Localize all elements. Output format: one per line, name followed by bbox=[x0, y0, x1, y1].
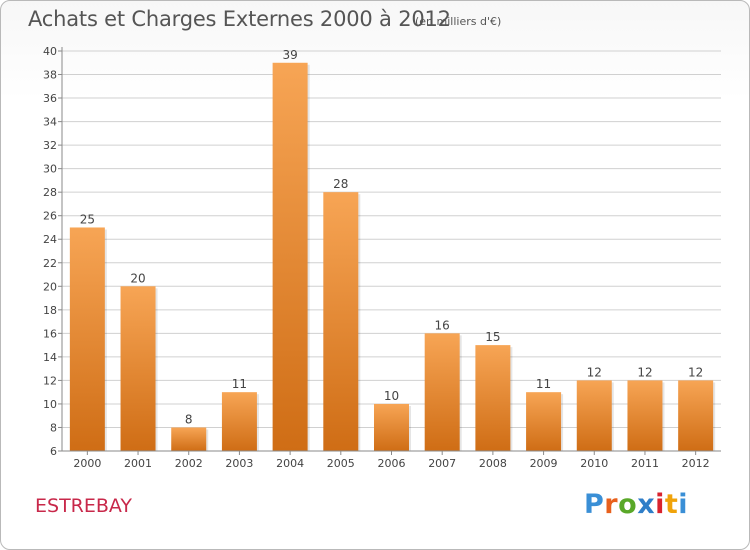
x-tick-label: 2004 bbox=[276, 457, 304, 470]
bar-value-label: 12 bbox=[688, 365, 703, 379]
y-tick-label: 30 bbox=[43, 163, 57, 176]
y-tick-label: 26 bbox=[43, 210, 57, 223]
y-tick-label: 16 bbox=[43, 327, 57, 340]
bar bbox=[526, 392, 562, 451]
y-tick-label: 8 bbox=[50, 421, 57, 434]
bar-value-label: 12 bbox=[587, 365, 602, 379]
y-tick-label: 12 bbox=[43, 374, 57, 387]
bar bbox=[627, 380, 663, 451]
bar bbox=[475, 345, 511, 451]
bar-value-label: 11 bbox=[536, 377, 551, 391]
logo-letter: x bbox=[637, 489, 656, 520]
x-tick-label: 2003 bbox=[225, 457, 253, 470]
x-tick-label: 2002 bbox=[175, 457, 203, 470]
bar bbox=[120, 286, 156, 451]
labels: 6 8 10 12 14 16 18 20 22 24 26 28 30 32 34 36 38 40 25 2000… bbox=[43, 45, 710, 470]
bar bbox=[678, 380, 714, 451]
y-tick-label: 10 bbox=[43, 398, 57, 411]
bar bbox=[323, 192, 359, 452]
place-name: ESTREBAY bbox=[35, 495, 133, 517]
chart-unit-note: (en milliers d'€) bbox=[415, 15, 502, 28]
x-tick-label: 2008 bbox=[479, 457, 507, 470]
bar bbox=[69, 227, 105, 451]
bar-value-label: 39 bbox=[282, 48, 297, 62]
y-tick-label: 32 bbox=[43, 139, 57, 152]
y-tick-label: 24 bbox=[43, 233, 57, 246]
x-tick-label: 2000 bbox=[73, 457, 101, 470]
x-tick-label: 2001 bbox=[124, 457, 152, 470]
y-tick-label: 18 bbox=[43, 304, 57, 317]
x-tick-label: 2007 bbox=[428, 457, 456, 470]
proxiti-logo[interactable]: Proxiti bbox=[584, 489, 688, 520]
bar bbox=[374, 403, 409, 451]
logo-letter: i bbox=[678, 489, 689, 520]
x-tick-label: 2012 bbox=[682, 457, 710, 470]
bars bbox=[69, 62, 716, 452]
bar-value-label: 12 bbox=[637, 365, 652, 379]
x-tick-label: 2010 bbox=[580, 457, 608, 470]
y-tick-label: 6 bbox=[50, 445, 57, 458]
logo-letter: o bbox=[618, 489, 638, 520]
bar bbox=[221, 392, 257, 451]
y-tick-label: 40 bbox=[43, 45, 57, 58]
x-tick-label: 2006 bbox=[378, 457, 406, 470]
logo-letter: i bbox=[655, 489, 665, 520]
x-tick-label: 2011 bbox=[631, 457, 659, 470]
bar bbox=[171, 427, 207, 451]
y-tick-label: 34 bbox=[43, 116, 57, 129]
y-tick-label: 28 bbox=[43, 186, 57, 199]
y-tick-label: 22 bbox=[43, 257, 57, 270]
bar-value-label: 15 bbox=[485, 330, 500, 344]
logo-letter: t bbox=[664, 489, 679, 520]
chart-title: Achats et Charges Externes 2000 à 2012 bbox=[28, 7, 451, 31]
bar-value-label: 16 bbox=[435, 318, 450, 332]
bar-value-label: 28 bbox=[333, 177, 348, 191]
y-tick-label: 36 bbox=[43, 92, 57, 105]
x-tick-label: 2005 bbox=[327, 457, 355, 470]
bar bbox=[272, 62, 308, 451]
bar-value-label: 10 bbox=[384, 389, 399, 403]
bar bbox=[424, 333, 460, 451]
y-tick-label: 20 bbox=[43, 280, 57, 293]
bar-value-label: 25 bbox=[80, 212, 95, 226]
bar-value-label: 11 bbox=[232, 377, 247, 391]
logo-letter: r bbox=[604, 489, 619, 520]
axes bbox=[58, 47, 721, 455]
x-tick-label: 2009 bbox=[530, 457, 558, 470]
bar bbox=[576, 380, 612, 451]
y-tick-label: 14 bbox=[43, 351, 57, 364]
bar-value-label: 20 bbox=[130, 271, 145, 285]
bar-value-label: 8 bbox=[185, 412, 193, 426]
logo-letter: P bbox=[584, 489, 605, 520]
y-tick-label: 38 bbox=[43, 69, 57, 82]
